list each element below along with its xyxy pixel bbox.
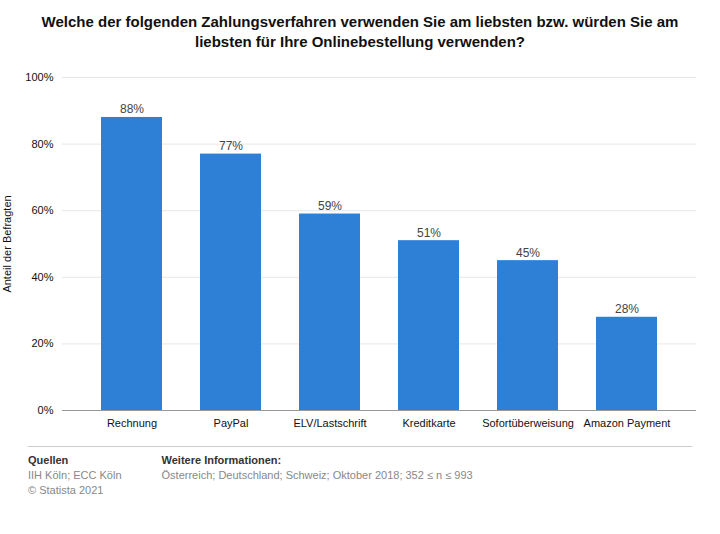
html-text:IIH Köln; ECC Köln: IIH Köln; ECC Köln (28, 468, 122, 481)
svg-text:100%: 100% (25, 71, 53, 83)
svg-text:0%: 0% (38, 404, 54, 416)
svg-text:40%: 40% (31, 271, 53, 283)
html-text:Weitere Informationen:: Weitere Informationen: (161, 454, 282, 466)
svg-text:77%: 77% (219, 139, 243, 153)
html-text:Quellen: Quellen (28, 454, 69, 466)
html-text:Österreich; Deutschland; Schwe: Österreich; Deutschland; Schweiz; Oktobe… (161, 468, 473, 481)
svg-text:20%: 20% (31, 337, 53, 349)
svg-text:45%: 45% (516, 246, 540, 260)
svg-text:Anteil der Befragten: Anteil der Befragten (1, 195, 13, 292)
svg-text:51%: 51% (417, 226, 441, 240)
svg-text:59%: 59% (318, 199, 342, 213)
svg-text:ELV/Lastschrift: ELV/Lastschrift (293, 417, 366, 429)
svg-text:PayPal: PayPal (214, 417, 249, 429)
svg-text:Amazon Payment: Amazon Payment (584, 417, 671, 429)
svg-text:Rechnung: Rechnung (107, 417, 157, 429)
svg-text:80%: 80% (31, 138, 53, 150)
html-text:© Statista 2021: © Statista 2021 (28, 483, 104, 496)
svg-text:60%: 60% (31, 204, 53, 216)
svg-text:88%: 88% (120, 102, 144, 116)
svg-text:Sofortüberweisung: Sofortüberweisung (482, 417, 574, 429)
html-text:Welche der folgenden Zahlungsv: Welche der folgenden Zahlungsverfahren v… (41, 13, 679, 50)
svg-text:Kreditkarte: Kreditkarte (402, 417, 455, 429)
svg-text:28%: 28% (615, 302, 639, 316)
